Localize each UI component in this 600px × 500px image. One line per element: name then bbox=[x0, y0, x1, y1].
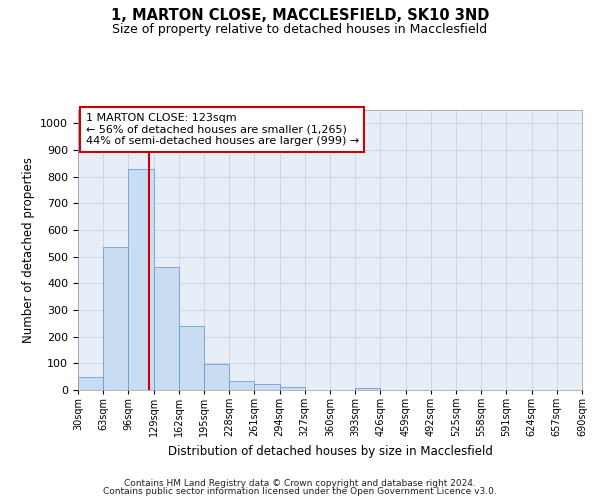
Bar bbox=[254, 384, 280, 390]
Y-axis label: Number of detached properties: Number of detached properties bbox=[22, 157, 35, 343]
X-axis label: Distribution of detached houses by size in Macclesfield: Distribution of detached houses by size … bbox=[167, 445, 493, 458]
Bar bbox=[280, 387, 305, 390]
Bar bbox=[103, 248, 128, 390]
Text: Size of property relative to detached houses in Macclesfield: Size of property relative to detached ho… bbox=[112, 22, 488, 36]
Bar bbox=[128, 168, 154, 390]
Bar bbox=[204, 364, 229, 390]
Bar bbox=[179, 326, 204, 390]
Bar bbox=[229, 380, 254, 390]
Bar bbox=[78, 376, 103, 390]
Bar bbox=[154, 268, 179, 390]
Text: 1, MARTON CLOSE, MACCLESFIELD, SK10 3ND: 1, MARTON CLOSE, MACCLESFIELD, SK10 3ND bbox=[111, 8, 489, 22]
Text: Contains public sector information licensed under the Open Government Licence v3: Contains public sector information licen… bbox=[103, 487, 497, 496]
Bar bbox=[355, 388, 380, 390]
Text: Contains HM Land Registry data © Crown copyright and database right 2024.: Contains HM Land Registry data © Crown c… bbox=[124, 478, 476, 488]
Text: 1 MARTON CLOSE: 123sqm
← 56% of detached houses are smaller (1,265)
44% of semi-: 1 MARTON CLOSE: 123sqm ← 56% of detached… bbox=[86, 113, 359, 146]
